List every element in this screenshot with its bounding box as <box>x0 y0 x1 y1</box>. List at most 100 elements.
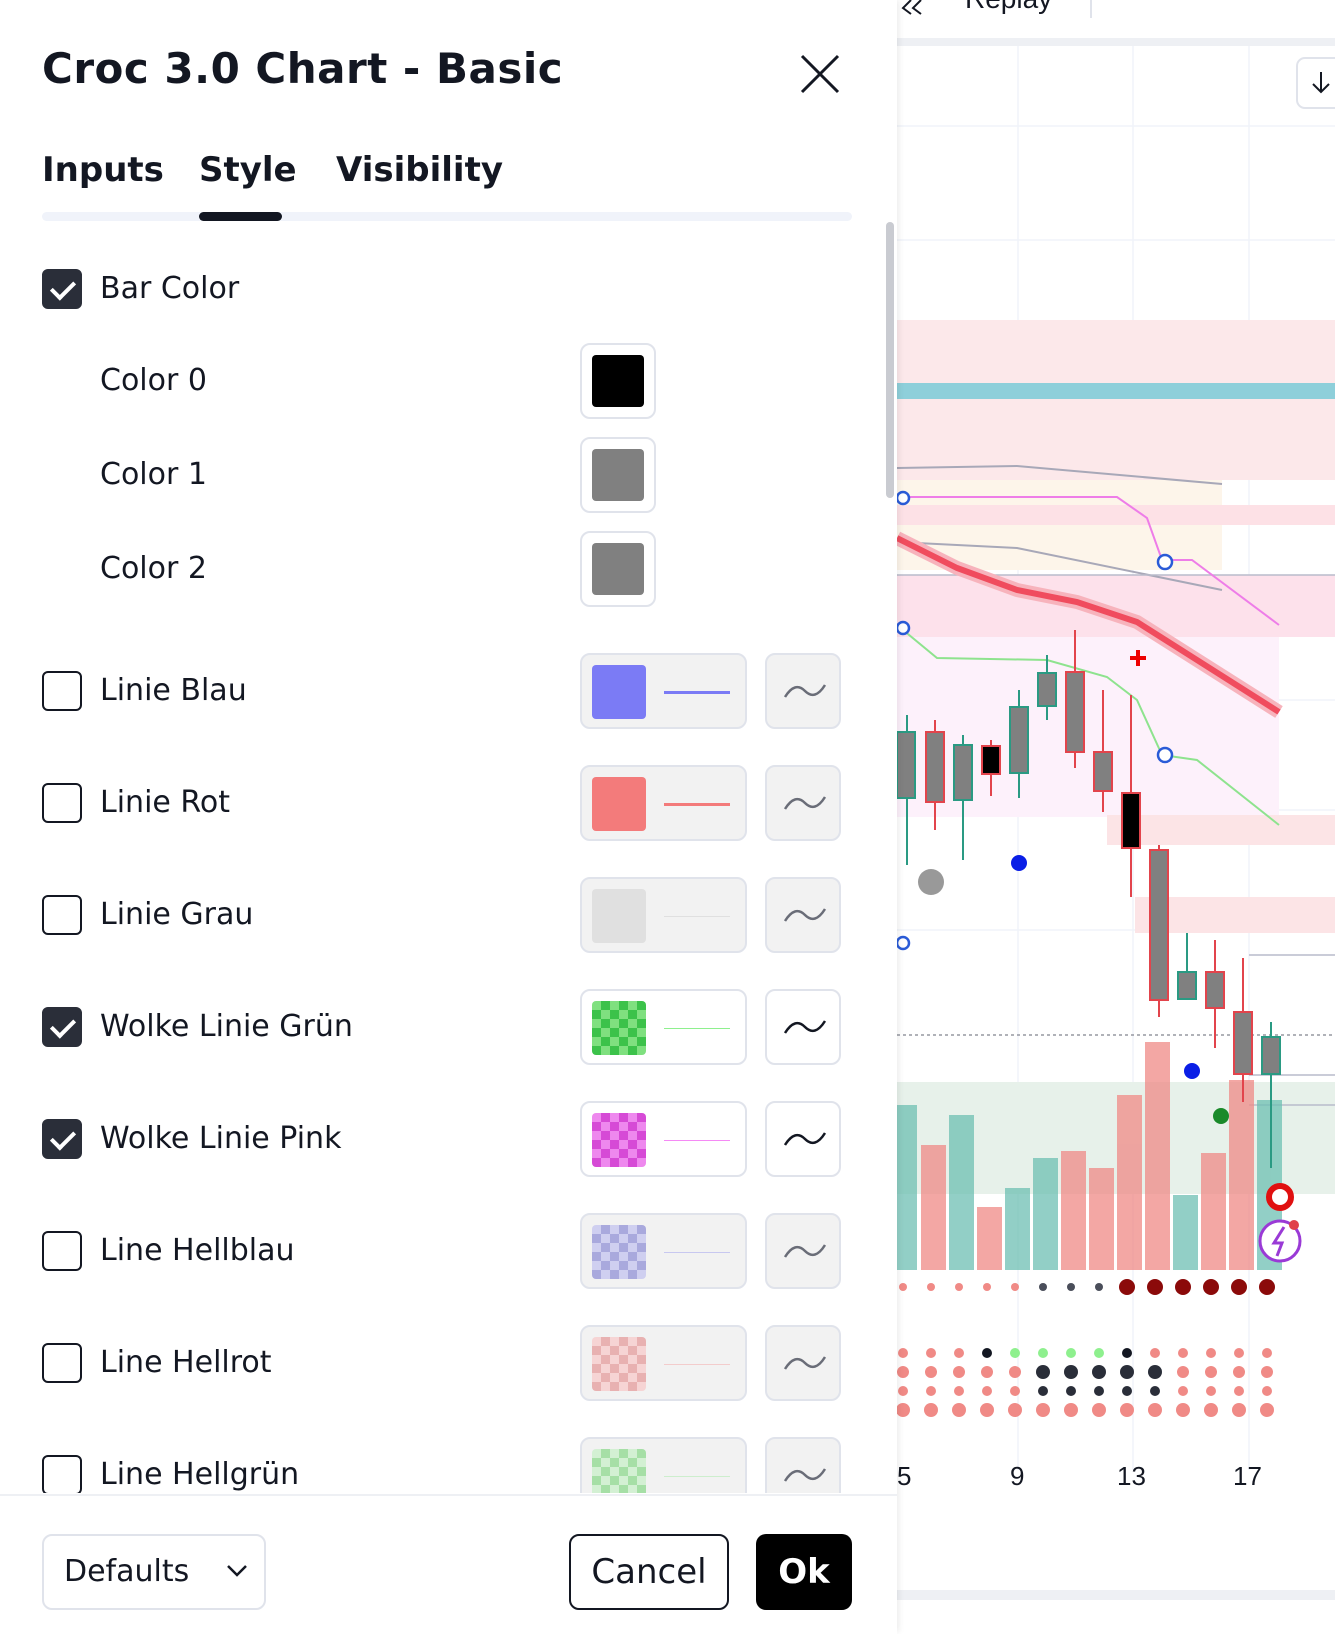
bar-color-label: Bar Color <box>100 271 240 306</box>
style-settings-list[interactable]: Bar Color Color 0 Color 1 Color 2 Linie <box>0 225 897 1493</box>
replay-icon <box>901 0 922 15</box>
line-hellgruen-checkbox[interactable] <box>42 1455 82 1493</box>
color-2-label: Color 2 <box>100 551 207 586</box>
line-hellrot-color-button[interactable] <box>580 1325 747 1401</box>
indicator-dot <box>1036 1365 1050 1379</box>
line-style-icon <box>783 1020 827 1034</box>
indicator-dot <box>1259 1279 1275 1295</box>
wolke-linie-pink-label: Wolke Linie Pink <box>100 1121 342 1156</box>
color-0-swatch-button[interactable] <box>580 343 656 419</box>
line-width-preview <box>664 916 730 917</box>
dialog-footer: Defaults Cancel Ok <box>0 1494 897 1634</box>
indicator-dot <box>1122 1348 1132 1358</box>
indicator-dot <box>1233 1366 1245 1378</box>
linie-rot-plot-style-button[interactable] <box>765 765 841 841</box>
line-width-preview <box>664 1140 730 1141</box>
color-chip <box>592 1337 646 1391</box>
indicator-dot <box>1010 1348 1020 1358</box>
color-chip <box>592 1225 646 1279</box>
linie-rot-checkbox[interactable] <box>42 783 82 823</box>
ok-button[interactable]: Ok <box>756 1534 852 1610</box>
line-width-preview <box>664 1476 730 1477</box>
indicator-dot <box>926 1348 936 1358</box>
indicator-settings-dialog: Croc 3.0 Chart - Basic Inputs Style Visi… <box>0 0 897 1632</box>
color-2-swatch-button[interactable] <box>580 531 656 607</box>
line-width-preview <box>664 1364 730 1365</box>
indicator-dot <box>1036 1403 1050 1417</box>
indicator-dot <box>1009 1366 1021 1378</box>
indicator-dot <box>1262 1386 1272 1396</box>
indicator-dot <box>925 1366 937 1378</box>
indicator-dot <box>1120 1365 1134 1379</box>
indicator-dot <box>1205 1366 1217 1378</box>
indicator-dot <box>1175 1279 1191 1295</box>
indicator-dot <box>1148 1365 1162 1379</box>
indicator-dot <box>1206 1386 1216 1396</box>
indicator-dot <box>982 1348 992 1358</box>
line-hellgruen-color-button[interactable] <box>580 1437 747 1493</box>
wolke-linie-pink-plot-style-button[interactable] <box>765 1101 841 1177</box>
wolke-linie-gruen-plot-style-button[interactable] <box>765 989 841 1065</box>
linie-grau-plot-style-button[interactable] <box>765 877 841 953</box>
wolke-linie-pink-color-button[interactable] <box>580 1101 747 1177</box>
replay-label: Replay <box>965 0 1052 14</box>
color-1-swatch-button[interactable] <box>580 437 656 513</box>
line-hellrot-plot-style-button[interactable] <box>765 1325 841 1401</box>
scroll-down-button <box>1296 57 1335 109</box>
color-chip <box>592 777 646 831</box>
line-hellgruen-plot-style-button[interactable] <box>765 1437 841 1493</box>
indicator-dot <box>1119 1279 1135 1295</box>
indicator-dot <box>1147 1279 1163 1295</box>
line-hellblau-checkbox[interactable] <box>42 1231 82 1271</box>
indicator-dot <box>954 1348 964 1358</box>
wolke-linie-gruen-color-button[interactable] <box>580 989 747 1065</box>
line-hellblau-plot-style-button[interactable] <box>765 1213 841 1289</box>
color-chip <box>592 543 644 595</box>
x-tick-label: 9 <box>1010 1461 1024 1491</box>
indicator-dot <box>952 1403 966 1417</box>
linie-grau-checkbox[interactable] <box>42 895 82 935</box>
linie-blau-plot-style-button[interactable] <box>765 653 841 729</box>
indicator-dot <box>1262 1348 1272 1358</box>
wolke-linie-gruen-checkbox[interactable] <box>42 1007 82 1047</box>
indicator-dot <box>1120 1403 1134 1417</box>
bar-color-checkbox[interactable] <box>42 269 82 309</box>
wolke-linie-gruen-label: Wolke Linie Grün <box>100 1009 353 1044</box>
vertical-scrollbar[interactable] <box>886 222 894 498</box>
color-chip <box>592 449 644 501</box>
indicator-dot <box>924 1403 938 1417</box>
indicator-dot <box>1206 1348 1216 1358</box>
indicator-dot <box>897 1366 909 1378</box>
line-hellrot-checkbox[interactable] <box>42 1343 82 1383</box>
indicator-dot <box>1234 1348 1244 1358</box>
line-style-icon <box>783 1244 827 1258</box>
linie-blau-color-button[interactable] <box>580 653 747 729</box>
indicator-dot <box>1231 1279 1247 1295</box>
indicator-dot <box>1178 1386 1188 1396</box>
cancel-button[interactable]: Cancel <box>569 1534 729 1610</box>
defaults-dropdown[interactable]: Defaults <box>42 1534 266 1610</box>
x-tick-label: 5 <box>897 1461 911 1491</box>
wolke-linie-pink-checkbox[interactable] <box>42 1119 82 1159</box>
line-hellblau-color-button[interactable] <box>580 1213 747 1289</box>
x-tick-label: 13 <box>1117 1461 1146 1491</box>
indicator-dot <box>1094 1386 1104 1396</box>
indicator-dot <box>1011 1283 1019 1291</box>
indicator-dot <box>899 1283 907 1291</box>
indicator-dot <box>1066 1348 1076 1358</box>
linie-rot-color-button[interactable] <box>580 765 747 841</box>
color-chip <box>592 1113 646 1167</box>
linie-grau-color-button[interactable] <box>580 877 747 953</box>
linie-blau-checkbox[interactable] <box>42 671 82 711</box>
indicator-dot <box>1232 1403 1246 1417</box>
tab-inputs[interactable]: Inputs <box>42 150 164 190</box>
indicator-dot <box>1064 1365 1078 1379</box>
indicator-dot <box>897 1403 910 1417</box>
line-width-preview <box>664 803 730 806</box>
tab-visibility[interactable]: Visibility <box>336 150 503 190</box>
tab-style[interactable]: Style <box>199 150 297 190</box>
background-chart[interactable]: Replay <box>897 0 1335 1632</box>
line-style-icon <box>783 908 827 922</box>
close-button[interactable] <box>796 50 846 100</box>
linie-grau-label: Linie Grau <box>100 897 254 932</box>
